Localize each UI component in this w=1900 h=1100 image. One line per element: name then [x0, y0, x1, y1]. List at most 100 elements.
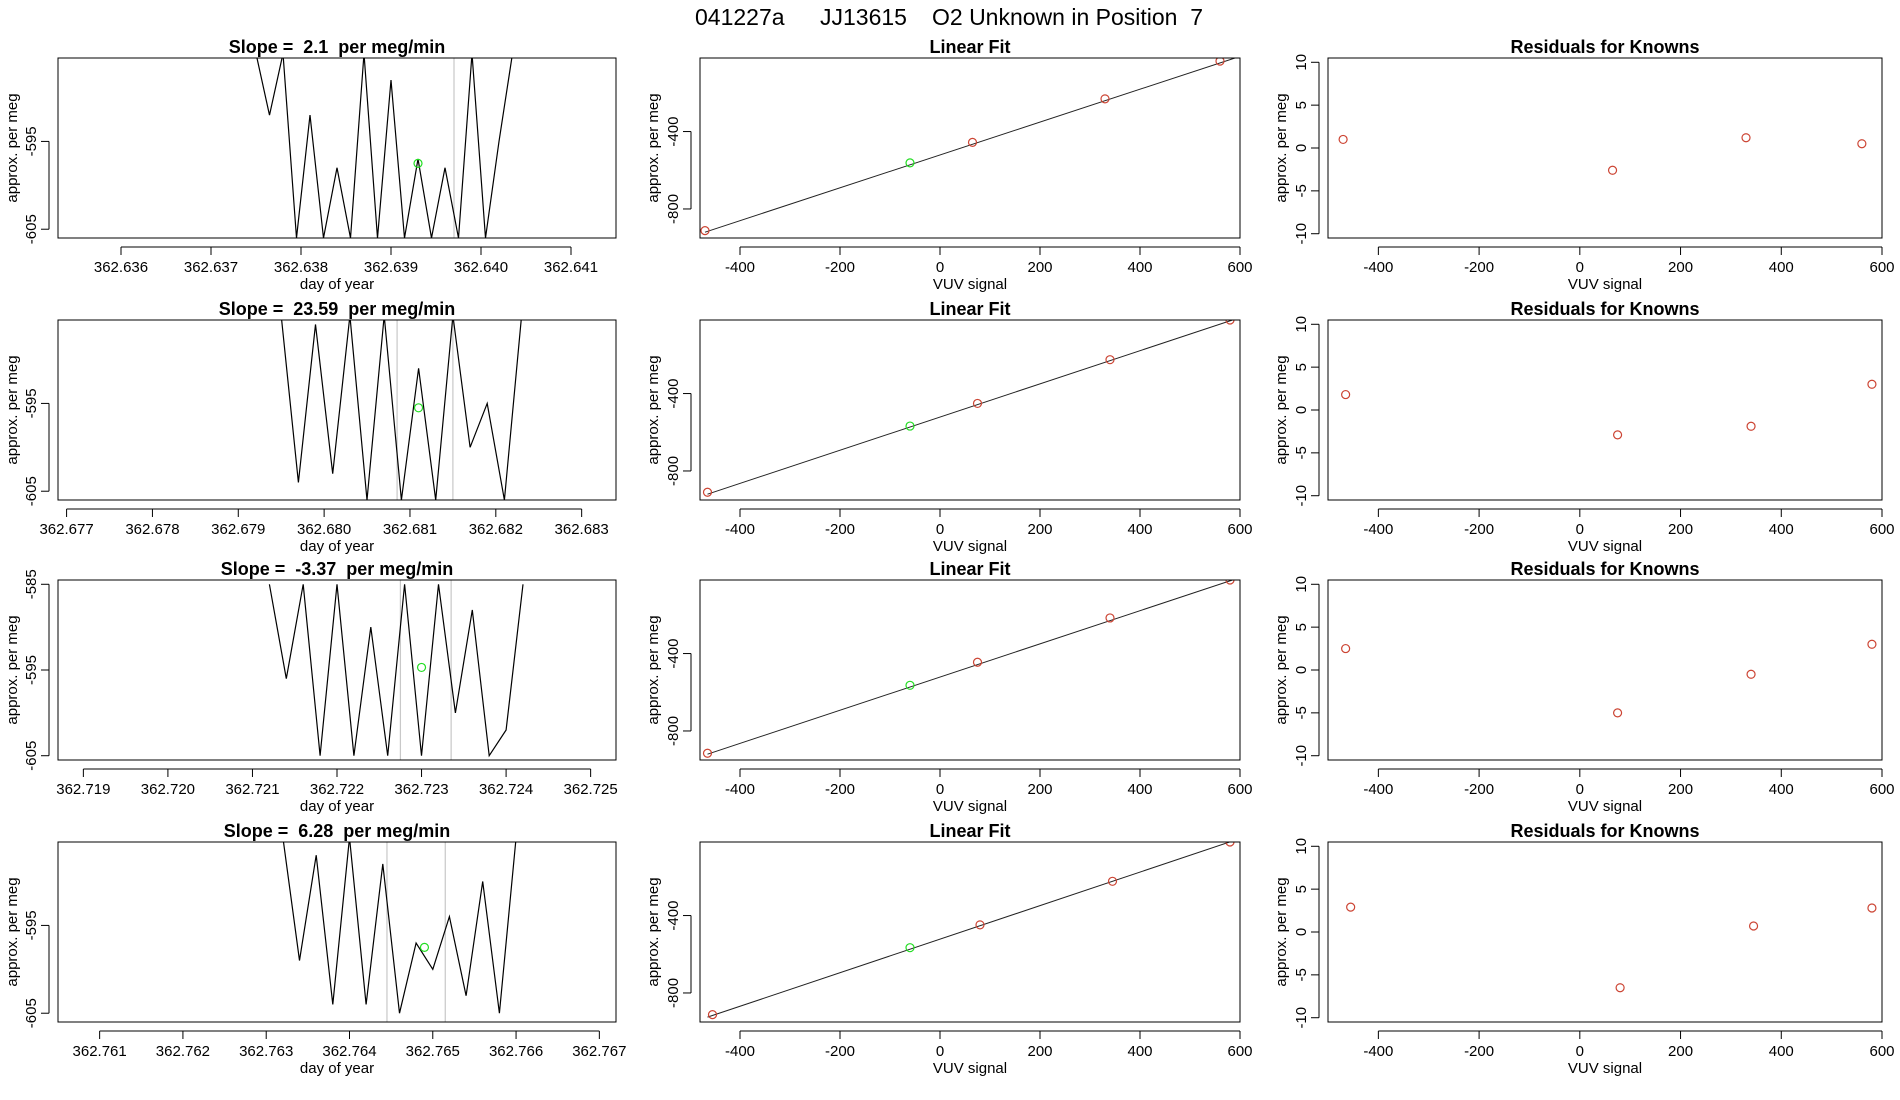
- plot-frame: [57, 841, 617, 1023]
- x-tick-label: -200: [1464, 259, 1494, 276]
- x-tick-label: 362.762: [156, 1043, 210, 1060]
- panel-title: Slope = 6.28 per meg/min: [224, 821, 451, 841]
- x-tick-label: 362.720: [141, 781, 195, 798]
- panel-residuals-1: Residuals for Knowns -400 -200 0 200 400 600 10…: [1273, 299, 1895, 555]
- panel-linear_fit-1: Linear Fit -400 -200 0 200 400 600 -400 -800 VUV …: [645, 299, 1253, 555]
- x-tick-label: 362.683: [555, 521, 609, 538]
- x-tick-label: 400: [1127, 1043, 1152, 1060]
- x-tick-label: 362.639: [364, 259, 418, 276]
- x-axis-label: VUV signal: [933, 1060, 1007, 1077]
- x-tick-label: 200: [1027, 781, 1052, 798]
- y-tick-label: -605: [23, 998, 40, 1028]
- unknown-point: [413, 158, 423, 168]
- x-tick-label: 0: [1576, 781, 1584, 798]
- y-axis-label: approx. per meg: [1273, 355, 1290, 464]
- plot-grid: Slope = 2.1 per meg/min 362.636 362.637 362…: [4, 37, 1895, 1077]
- x-tick-label: 600: [1227, 259, 1252, 276]
- y-tick-label: -605: [23, 214, 40, 244]
- known-point: [702, 748, 713, 758]
- y-tick-label: 0: [1293, 406, 1310, 414]
- y-axis-label: approx. per meg: [4, 877, 21, 986]
- x-tick-label: 600: [1869, 521, 1894, 538]
- known-point: [1107, 876, 1118, 886]
- x-axis-label: VUV signal: [933, 798, 1007, 815]
- plot-frame: [699, 319, 1241, 501]
- y-tick-label: 5: [1293, 623, 1310, 631]
- x-tick-label: -400: [725, 1043, 755, 1060]
- x-tick-label: 400: [1769, 259, 1794, 276]
- y-tick-label: -10: [1293, 745, 1310, 767]
- plot-frame: [699, 57, 1241, 239]
- y-axis-label: approx. per meg: [1273, 93, 1290, 202]
- x-tick-label: -200: [1464, 781, 1494, 798]
- unknown-point: [905, 943, 915, 953]
- x-tick-label: 0: [936, 521, 944, 538]
- x-axis-label: VUV signal: [933, 276, 1007, 293]
- y-tick-label: -400: [665, 117, 682, 147]
- unknown-point: [905, 421, 915, 431]
- fit-line: [707, 842, 1232, 1018]
- x-tick-label: 0: [1576, 1043, 1584, 1060]
- y-axis-label: approx. per meg: [645, 877, 662, 986]
- panel-title: Linear Fit: [929, 821, 1010, 841]
- x-tick-label: -400: [1363, 521, 1393, 538]
- unknown-point: [905, 680, 915, 690]
- x-tick-label: 362.641: [544, 259, 598, 276]
- y-tick-label: -5: [1293, 184, 1310, 197]
- series-line: [282, 842, 517, 1014]
- unknown-point: [419, 942, 430, 952]
- panel-title: Residuals for Knowns: [1510, 299, 1699, 319]
- known-point: [967, 137, 978, 147]
- x-tick-label: 600: [1869, 259, 1894, 276]
- y-tick-label: -400: [665, 379, 682, 409]
- x-tick-label: 362.725: [564, 781, 618, 798]
- x-tick-label: 362.761: [73, 1043, 127, 1060]
- residual-point: [1341, 389, 1351, 400]
- x-tick-label: 400: [1127, 521, 1152, 538]
- x-tick-label: 200: [1027, 521, 1052, 538]
- known-point: [1100, 94, 1110, 104]
- x-axis-label: day of year: [300, 798, 374, 815]
- x-tick-label: -400: [1363, 781, 1393, 798]
- residual-point: [1346, 902, 1356, 912]
- y-tick-label: -605: [23, 741, 40, 771]
- x-tick-label: 362.636: [94, 259, 148, 276]
- known-point: [1225, 580, 1235, 585]
- known-point: [702, 487, 713, 497]
- plot-frame: [1327, 319, 1883, 501]
- y-tick-label: -800: [665, 978, 682, 1008]
- figure-title-serial: JJ13615: [820, 4, 907, 30]
- y-tick-label: -5: [1293, 968, 1310, 981]
- y-tick-label: -10: [1293, 223, 1310, 245]
- x-tick-label: 600: [1227, 781, 1252, 798]
- known-point: [1105, 355, 1115, 365]
- y-tick-label: -595: [23, 655, 40, 685]
- x-tick-label: 200: [1668, 1043, 1693, 1060]
- panel-title: Linear Fit: [929, 559, 1010, 579]
- x-tick-label: 200: [1027, 1043, 1052, 1060]
- x-tick-label: 362.766: [489, 1043, 543, 1060]
- y-tick-label: 10: [1293, 838, 1310, 855]
- plot-area: [1338, 133, 1867, 175]
- x-tick-label: 362.721: [225, 781, 279, 798]
- residual-point: [1338, 134, 1348, 145]
- panel-linear_fit-0: Linear Fit -400 -200 0 200 400 600 -400 -800 VUV …: [645, 37, 1253, 293]
- x-tick-label: 362.640: [454, 259, 508, 276]
- x-tick-label: 362.677: [39, 521, 93, 538]
- x-tick-label: 200: [1027, 259, 1052, 276]
- y-tick-label: 10: [1293, 316, 1310, 333]
- panel-title: Residuals for Knowns: [1510, 821, 1699, 841]
- x-tick-label: 362.764: [322, 1043, 376, 1060]
- known-point: [972, 398, 983, 409]
- residual-point: [1612, 708, 1623, 718]
- x-tick-label: 362.763: [239, 1043, 293, 1060]
- x-tick-label: 0: [1576, 259, 1584, 276]
- plot-frame: [699, 579, 1241, 761]
- y-tick-label: 10: [1293, 576, 1310, 593]
- x-tick-label: 600: [1227, 521, 1252, 538]
- x-tick-label: -400: [725, 259, 755, 276]
- y-axis-label: approx. per meg: [1273, 877, 1290, 986]
- y-tick-label: 5: [1293, 363, 1310, 371]
- fit-line: [707, 580, 1233, 755]
